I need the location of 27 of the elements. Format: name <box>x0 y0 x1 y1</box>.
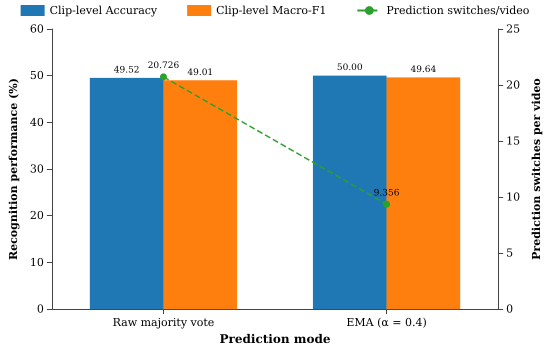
y-tick-label: 10 <box>30 256 44 269</box>
y2-axis-title: Prediction switches per video <box>530 78 543 260</box>
y-tick-label: 50 <box>30 69 44 82</box>
x-axis-title: Prediction mode <box>220 332 331 346</box>
y-axis-title: Recognition performance (%) <box>7 78 20 260</box>
y2-tick-label: 20 <box>506 78 520 92</box>
data-label: 20.726 <box>148 60 180 71</box>
x-tick-label: Raw majority vote <box>112 316 214 330</box>
data-label: 9.356 <box>374 188 400 198</box>
y-tick-label: 0 <box>36 302 44 316</box>
y2-tick-label: 15 <box>506 134 520 148</box>
data-label: 49.64 <box>410 64 437 75</box>
legend-label: Prediction switches/video <box>386 4 530 17</box>
x-tick-label: EMA (α = 0.4) <box>346 316 427 330</box>
legend-label: Clip-level Macro-F1 <box>216 4 326 17</box>
y2-tick-label: 5 <box>506 246 514 260</box>
data-label: 49.52 <box>114 65 140 76</box>
y-tick-label: 30 <box>30 162 44 176</box>
data-label: 49.01 <box>187 68 214 78</box>
y2-tick-label: 0 <box>506 302 514 316</box>
y2-tick-label: 10 <box>506 190 520 204</box>
y-tick-label: 20 <box>30 209 44 222</box>
y-tick-label: 60 <box>30 22 44 36</box>
data-label: 50.00 <box>336 63 363 74</box>
y-tick-label: 40 <box>30 116 44 129</box>
legend-label: Clip-level Accuracy <box>50 4 158 17</box>
y2-tick-label: 25 <box>506 22 520 36</box>
